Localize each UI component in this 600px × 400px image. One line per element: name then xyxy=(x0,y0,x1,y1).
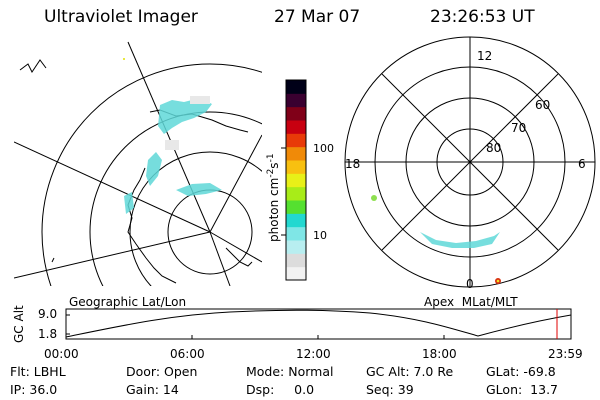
glon-info: GLon: 13.7 xyxy=(486,382,558,397)
aurora-patch xyxy=(146,152,162,186)
mlt-label-18: 18 xyxy=(345,157,360,171)
altitude-xtick-label: 23:59 xyxy=(548,347,583,361)
colorbar-segment xyxy=(286,266,306,281)
colorbar-segment xyxy=(286,146,306,161)
altitude-ytick-label: 9.0 xyxy=(38,307,58,321)
aurora-patch xyxy=(124,192,134,214)
geo-meridian xyxy=(209,231,231,286)
glat-info: GLat: -69.8 xyxy=(486,364,556,379)
altitude-frame xyxy=(65,308,572,340)
colorbar-segment xyxy=(286,160,306,174)
mlt-label-12: 12 xyxy=(477,49,492,63)
mlat-label-70: 70 xyxy=(511,121,526,135)
colorbar-segment xyxy=(286,133,306,148)
aurora-speck xyxy=(496,279,500,283)
colorbar-segment xyxy=(286,253,306,268)
coastline xyxy=(51,257,55,263)
mlt-label-0: 0 xyxy=(466,277,474,291)
colorbar-segment xyxy=(286,200,306,214)
geo-panel-label: Geographic Lat/Lon xyxy=(69,295,187,309)
mlat-label-80: 80 xyxy=(486,141,501,155)
colorbar-segment xyxy=(286,173,306,188)
geo-meridian xyxy=(209,134,262,233)
geo-aurora xyxy=(124,98,222,214)
coastline xyxy=(19,59,47,73)
altitude-ytick-label: 1.8 xyxy=(38,327,58,341)
aurora-patch xyxy=(190,96,210,104)
geo-meridian xyxy=(209,231,262,263)
coastline xyxy=(127,167,177,284)
aurora-patch xyxy=(176,183,222,196)
mlt-diagonal xyxy=(381,73,559,251)
mlt-labels: 12 18 6 0 60 70 80 xyxy=(345,49,586,291)
geographic-map xyxy=(14,41,262,286)
mlt-aurora xyxy=(371,195,501,284)
mlt-label-6: 6 xyxy=(578,157,586,171)
mode-info: Mode: Normal xyxy=(246,364,334,379)
colorbar-segment xyxy=(286,80,306,94)
colorbar-tick-label: 10 xyxy=(313,229,327,242)
altitude-xtick-label: 18:00 xyxy=(422,347,457,361)
mlat-label-60: 60 xyxy=(535,98,550,112)
geo-aurora-faint xyxy=(165,96,210,150)
filter-info: Flt: LBHL xyxy=(10,364,66,379)
seq-info: Seq: 39 xyxy=(366,382,414,397)
geo-lat-circle xyxy=(41,63,262,286)
geo-lat-circle xyxy=(89,111,262,286)
aurora-arc xyxy=(420,232,500,248)
altitude-xtick-label: 06:00 xyxy=(170,347,205,361)
geo-meridian xyxy=(14,231,211,279)
altitude-plot xyxy=(65,308,572,340)
colorbar-segment xyxy=(286,226,306,241)
aurora-speck xyxy=(371,195,377,201)
altitude-xticks xyxy=(65,335,445,339)
colorbar xyxy=(286,80,306,281)
altitude-curve xyxy=(65,309,572,338)
date-label: 27 Mar 07 xyxy=(274,7,361,27)
altitude-xtick-label: 00:00 xyxy=(44,347,79,361)
geo-speck xyxy=(123,58,125,60)
altitude-xtick-label: 12:00 xyxy=(296,347,331,361)
aurora-patch xyxy=(158,98,212,134)
mlt-panel-label: Apex MLat/MLT xyxy=(424,295,518,309)
aurora-patch xyxy=(165,140,179,150)
altitude-ylabel: GC Alt xyxy=(12,305,26,343)
gain-info: Gain: 14 xyxy=(126,382,179,397)
geo-meridian xyxy=(127,41,211,233)
geo-lat-circle xyxy=(129,151,262,286)
mlt-polar-plot xyxy=(344,36,596,288)
time-label: 23:26:53 UT xyxy=(430,7,535,27)
colorbar-frame xyxy=(285,79,307,281)
door-info: Door: Open xyxy=(126,364,198,379)
dsp-info: Dsp: 0.0 xyxy=(246,382,315,397)
instrument-title: Ultraviolet Imager xyxy=(44,7,198,27)
ip-info: IP: 36.0 xyxy=(10,382,58,397)
geo-meridian xyxy=(14,141,211,233)
colorbar-segment xyxy=(286,186,306,201)
gcalt-info: GC Alt: 7.0 Re xyxy=(366,364,454,379)
colorbar-segment xyxy=(286,93,306,108)
colorbar-segment xyxy=(286,213,306,228)
colorbar-segment xyxy=(286,240,306,254)
colorbar-segment xyxy=(286,120,306,134)
colorbar-unit-label: photon cm-2s-1 xyxy=(266,153,281,242)
coastline xyxy=(225,247,253,267)
colorbar-tick-label: 100 xyxy=(313,142,334,155)
colorbar-segment xyxy=(286,106,306,121)
